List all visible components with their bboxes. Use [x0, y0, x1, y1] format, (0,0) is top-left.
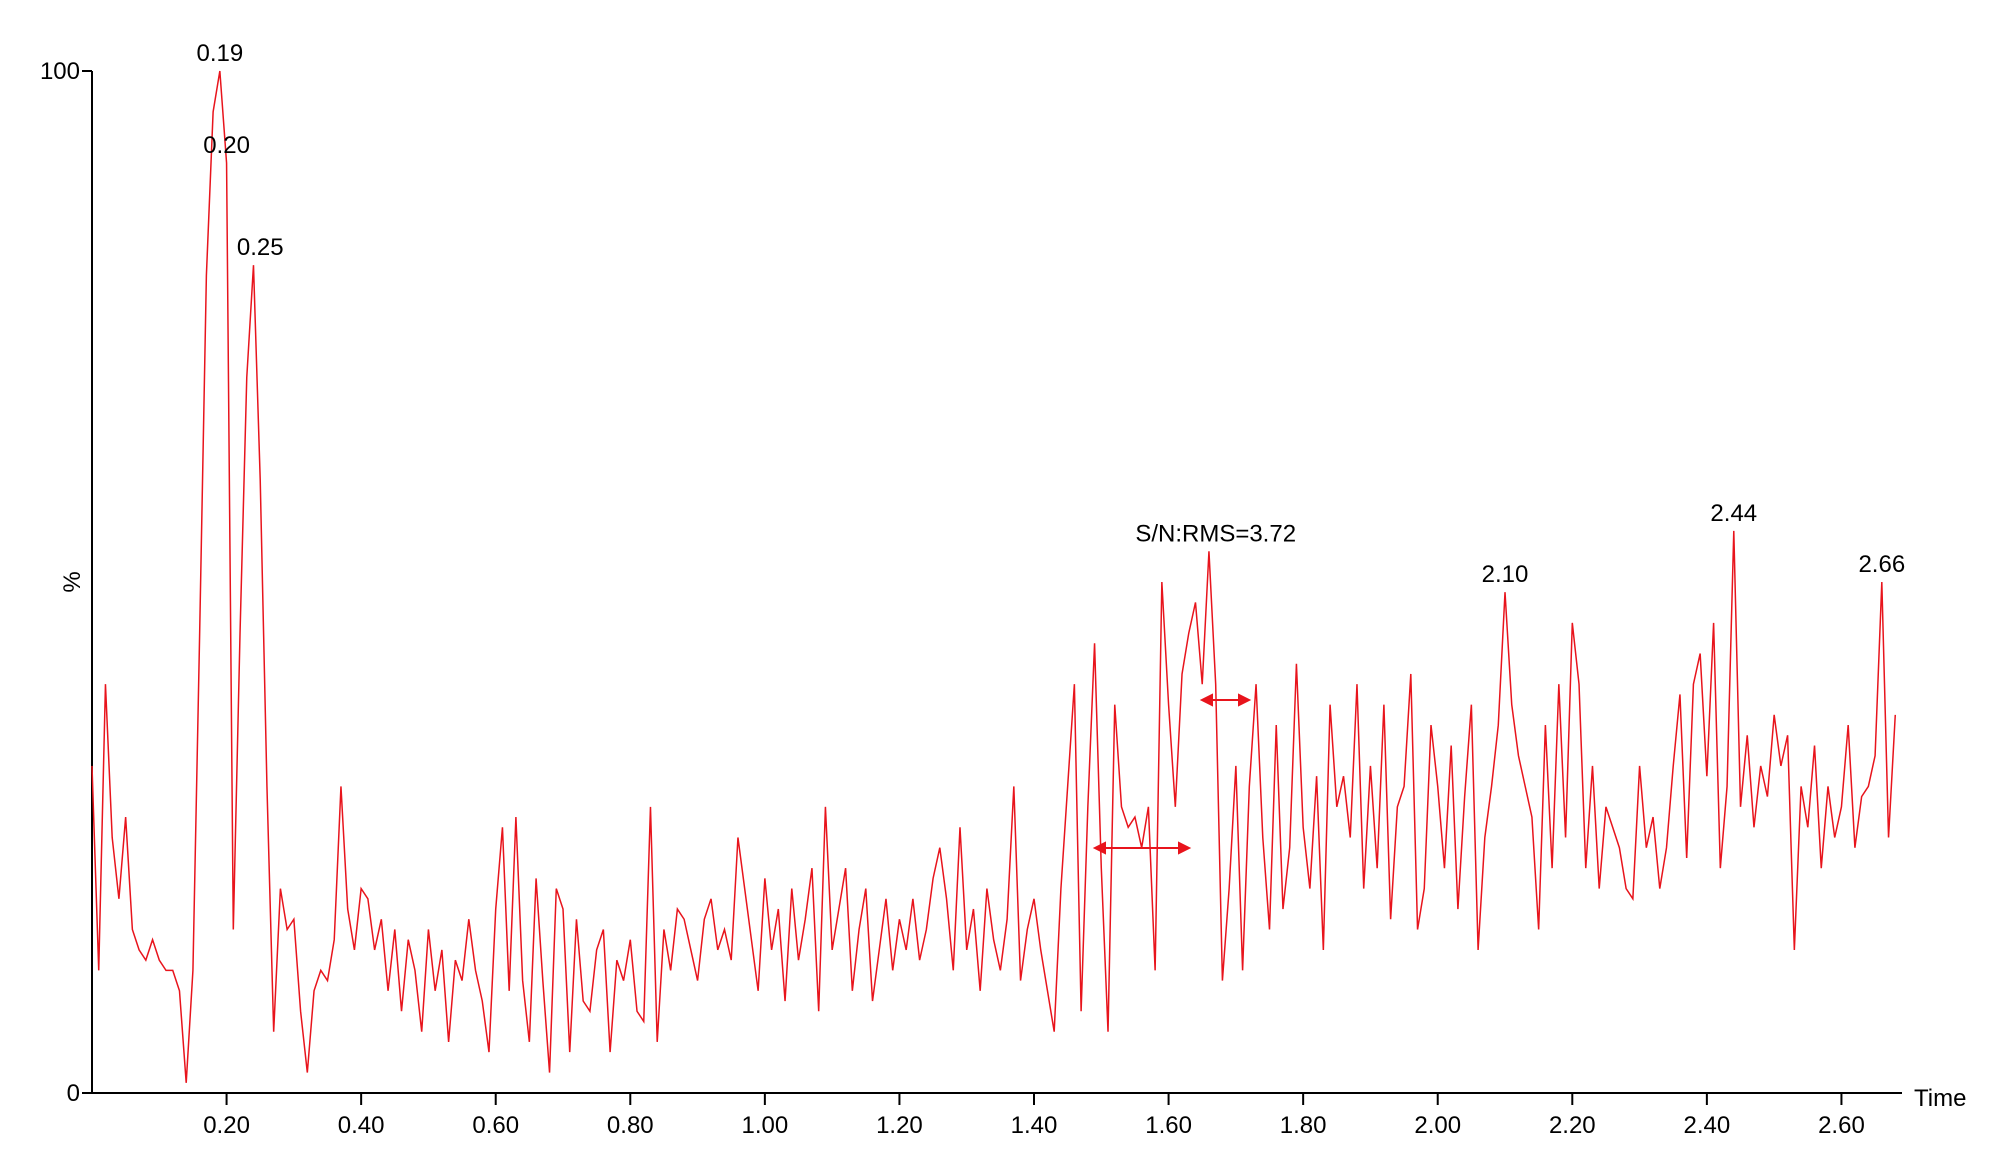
x-tick-label: 2.20 — [1549, 1112, 1596, 1139]
x-tick-label: 0.40 — [338, 1112, 385, 1139]
peak-label: 0.20 — [203, 132, 250, 159]
x-tick-label: 1.60 — [1145, 1112, 1192, 1139]
y-tick-label: 100 — [40, 58, 80, 85]
x-tick-label: 0.60 — [472, 1112, 519, 1139]
x-tick-label: 2.40 — [1684, 1112, 1731, 1139]
peak-label: 2.44 — [1710, 500, 1757, 527]
arrow-head — [1178, 841, 1192, 855]
chromatogram-line — [91, 70, 1897, 1083]
x-axis-label: Time — [1914, 1085, 1966, 1112]
y-tick-label: 0 — [67, 1080, 80, 1107]
peak-label: S/N:RMS=3.72 — [1135, 520, 1296, 547]
peak-label: 0.25 — [237, 234, 284, 261]
x-tick-label: 2.00 — [1414, 1112, 1461, 1139]
arrow-head — [1238, 693, 1252, 707]
y-axis-label: % — [59, 571, 86, 592]
x-tick-label: 2.60 — [1818, 1112, 1865, 1139]
peak-label: 2.66 — [1858, 551, 1905, 578]
arrow-head — [1199, 693, 1213, 707]
x-tick-label: 1.20 — [876, 1112, 923, 1139]
noise-markers — [1092, 693, 1252, 855]
x-tick-label: 0.80 — [607, 1112, 654, 1139]
peak-label: 2.10 — [1482, 561, 1529, 588]
x-tick-label: 1.80 — [1280, 1112, 1327, 1139]
x-tick-label: 0.20 — [203, 1112, 250, 1139]
x-tick-label: 1.40 — [1011, 1112, 1058, 1139]
x-tick-label: 1.00 — [742, 1112, 789, 1139]
peak-label: 0.19 — [196, 40, 243, 67]
